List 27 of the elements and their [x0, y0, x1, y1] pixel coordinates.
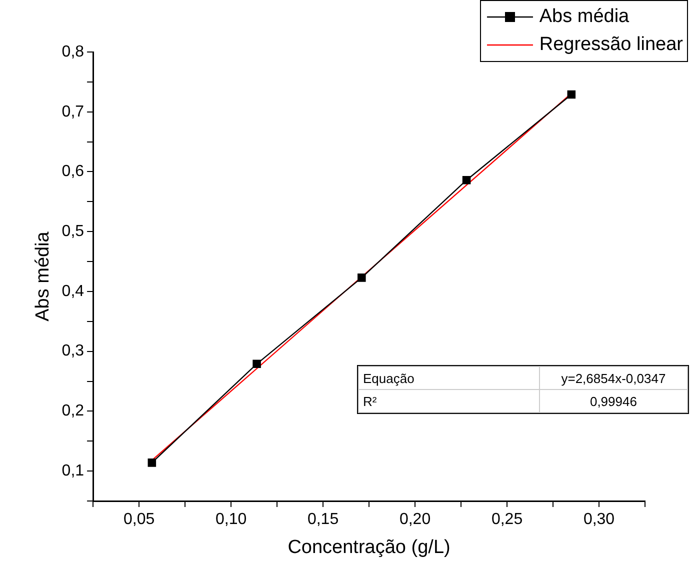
point — [567, 90, 576, 99]
y-axis-title: Abs média — [32, 231, 54, 322]
x-tick-label: 0,10 — [215, 511, 247, 528]
y-tick-label: 0,8 — [62, 43, 84, 60]
x-tick-label: 0,25 — [491, 511, 523, 528]
y-tick-label: 0,4 — [62, 282, 84, 300]
annotation: 0,99946 — [539, 390, 688, 412]
annotation: Equação — [358, 366, 540, 390]
point — [358, 274, 366, 282]
y-tick-label: 0,7 — [62, 103, 84, 120]
point — [252, 360, 261, 368]
annotation: R² — [358, 390, 540, 412]
x-tick-label: 0,20 — [399, 511, 431, 528]
y-tick-label: 0,2 — [62, 402, 84, 420]
y-tick-label: 0,5 — [62, 223, 84, 240]
legend-label: Regressão linear — [539, 34, 683, 56]
y-tick-label: 0,3 — [62, 342, 84, 360]
y-tick-label: 0,6 — [62, 163, 84, 180]
x-tick-label: 0,15 — [307, 511, 339, 528]
point — [462, 176, 471, 184]
x-axis-title: Concentração (g/L) — [288, 536, 450, 558]
legend-label: Abs média — [539, 6, 630, 28]
annotation: y=2,6854x-0,0347 — [539, 366, 688, 390]
point — [148, 458, 156, 467]
x-tick-label: 0,05 — [123, 511, 155, 528]
y-tick-label: 0,1 — [62, 462, 84, 480]
x-tick-label: 0,30 — [583, 511, 615, 528]
